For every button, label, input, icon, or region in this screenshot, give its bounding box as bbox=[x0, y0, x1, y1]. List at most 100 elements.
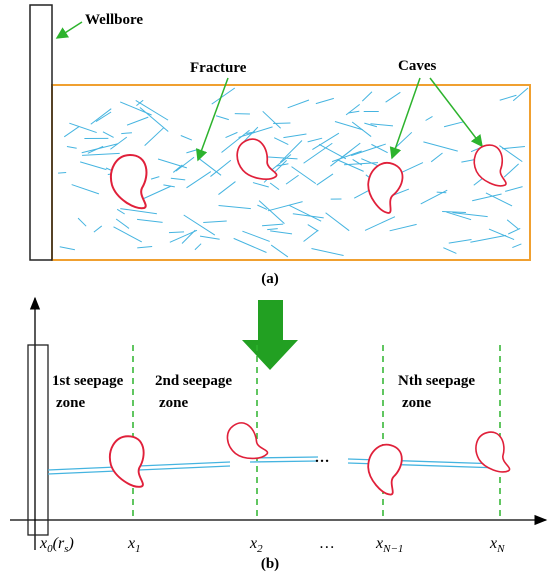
fracture bbox=[194, 243, 202, 251]
fracture bbox=[316, 173, 334, 186]
fracture bbox=[361, 91, 373, 102]
fracture bbox=[283, 133, 307, 139]
fracture bbox=[80, 161, 107, 171]
fracture bbox=[139, 107, 169, 132]
fracture bbox=[257, 204, 268, 210]
zone-label: zone bbox=[159, 395, 189, 411]
fracture bbox=[135, 100, 169, 121]
fracture bbox=[199, 235, 220, 240]
fracture bbox=[175, 156, 195, 172]
fracture bbox=[262, 223, 284, 227]
down-arrow bbox=[242, 300, 298, 370]
fracture bbox=[385, 91, 401, 103]
fracture bbox=[318, 143, 347, 160]
fracture bbox=[352, 159, 363, 166]
fracture bbox=[276, 163, 289, 167]
fracture bbox=[63, 126, 80, 138]
fracture bbox=[325, 212, 350, 232]
axis-label: … bbox=[320, 535, 334, 552]
fracture bbox=[249, 460, 319, 463]
fracture bbox=[351, 121, 372, 137]
fracture bbox=[242, 126, 259, 143]
fracture bbox=[119, 101, 152, 116]
arrow bbox=[389, 77, 421, 160]
fracture bbox=[312, 132, 340, 150]
cave bbox=[109, 435, 145, 488]
label-part: 2 bbox=[257, 543, 263, 555]
fracture bbox=[499, 94, 517, 101]
fracture bbox=[172, 164, 183, 173]
fracture bbox=[452, 212, 488, 218]
fracture bbox=[448, 239, 472, 244]
zone-label: Nth seepage bbox=[398, 373, 475, 389]
fracture bbox=[505, 186, 523, 192]
fracture bbox=[137, 218, 163, 223]
fracture bbox=[238, 126, 273, 138]
fracture bbox=[186, 148, 199, 154]
fracture bbox=[331, 150, 362, 163]
zone-label: 1st seepage bbox=[52, 373, 124, 389]
fracture bbox=[292, 213, 324, 219]
fracture bbox=[59, 246, 75, 251]
fracture bbox=[93, 225, 103, 233]
fracture bbox=[66, 145, 77, 149]
fracture bbox=[150, 176, 160, 180]
fracture bbox=[58, 172, 67, 174]
fracture bbox=[443, 247, 457, 254]
wellbore bbox=[29, 4, 53, 261]
fracture bbox=[502, 145, 525, 150]
fracture bbox=[311, 248, 344, 257]
axis-label: xN−1 bbox=[375, 535, 403, 555]
fracture bbox=[503, 163, 519, 178]
fracture bbox=[303, 229, 319, 242]
fracture bbox=[203, 220, 227, 224]
label-part: ) bbox=[67, 535, 73, 552]
fracture bbox=[485, 192, 513, 207]
label-part: x bbox=[489, 535, 497, 552]
caption: (b) bbox=[261, 556, 279, 572]
fracture bbox=[307, 137, 323, 143]
fracture bbox=[273, 137, 289, 145]
fracture bbox=[258, 200, 285, 224]
fracture bbox=[341, 149, 352, 159]
fracture bbox=[221, 129, 250, 153]
fracture bbox=[470, 234, 507, 243]
fracture bbox=[348, 110, 360, 114]
fracture bbox=[110, 136, 128, 150]
fracture bbox=[218, 205, 251, 210]
fracture bbox=[168, 231, 185, 234]
fracture bbox=[262, 156, 298, 160]
fracture bbox=[82, 152, 120, 156]
fracture bbox=[211, 87, 236, 105]
label-part: x bbox=[39, 535, 47, 552]
label-part: (r bbox=[53, 535, 65, 552]
cave bbox=[226, 422, 269, 460]
fracture bbox=[218, 181, 236, 195]
fracture bbox=[430, 152, 443, 163]
cave bbox=[367, 443, 403, 496]
fracture bbox=[183, 214, 216, 236]
fracture bbox=[291, 166, 317, 185]
fracture bbox=[507, 227, 521, 235]
fracture bbox=[120, 208, 157, 215]
fracture bbox=[287, 99, 310, 109]
fracture bbox=[270, 244, 289, 258]
fracture bbox=[252, 182, 269, 188]
wellbore-label: Wellbore bbox=[85, 12, 143, 28]
fracture bbox=[425, 115, 433, 121]
label-part: N−1 bbox=[382, 543, 403, 555]
fracture bbox=[512, 243, 522, 249]
fracture bbox=[512, 87, 529, 102]
label-part: N bbox=[496, 543, 505, 555]
fracture bbox=[143, 185, 172, 200]
fracture bbox=[370, 123, 394, 127]
axis-label: x0(rs) bbox=[39, 535, 74, 555]
label-part: 1 bbox=[135, 543, 141, 555]
fracture bbox=[279, 140, 303, 163]
fracture bbox=[180, 135, 193, 141]
fracture bbox=[345, 104, 360, 116]
axis-label: x2 bbox=[249, 535, 263, 555]
fracture bbox=[338, 159, 364, 172]
fracture bbox=[344, 162, 379, 166]
caves-label: Caves bbox=[398, 58, 436, 74]
